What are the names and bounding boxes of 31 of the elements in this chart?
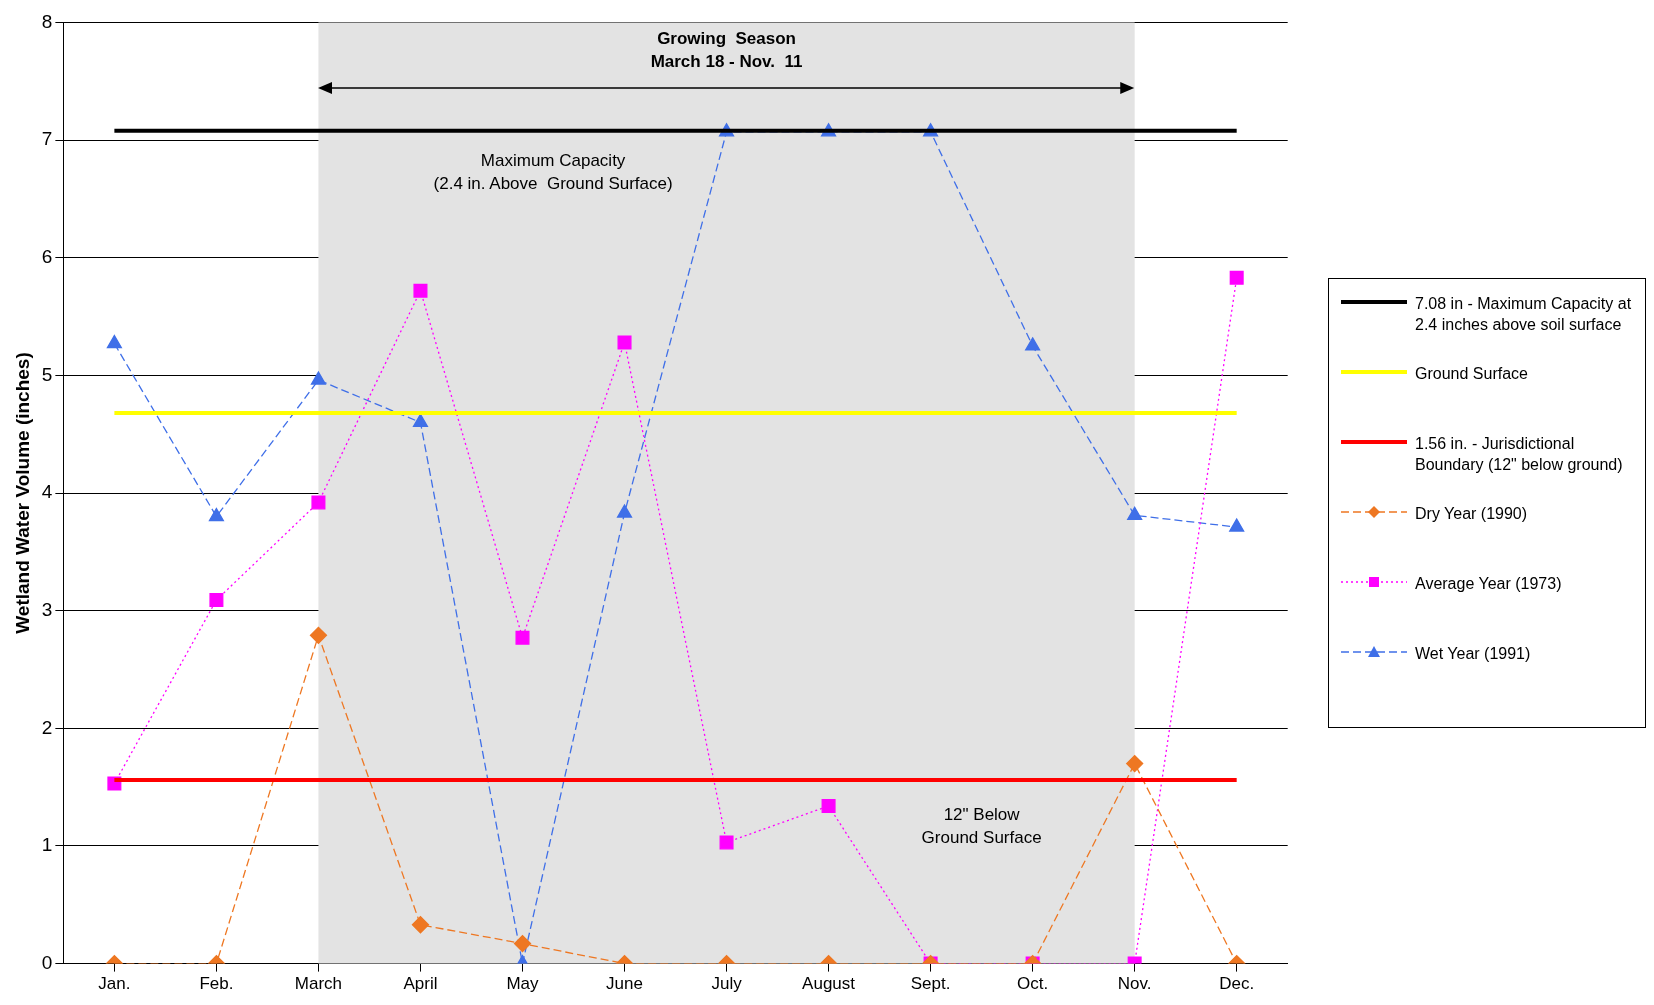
y-tick-label: 3	[41, 598, 53, 620]
y-tick-label: 0	[41, 951, 53, 973]
y-tick-label: 5	[41, 363, 53, 385]
legend-label: 7.08 in - Maximum Capacity at 2.4 inches above soil surface	[1415, 294, 1633, 335]
x-tick-label: Dec.	[1219, 974, 1255, 994]
x-tick-label: May	[506, 974, 540, 994]
y-tick-label: 2	[41, 716, 53, 738]
y-tick-label: 7	[41, 128, 53, 150]
legend-label: 1.56 in. - Jurisdictional Boundary (12" below ground)	[1415, 434, 1624, 475]
y-tick-label: 8	[41, 10, 53, 32]
x-tick-label: Nov.	[1117, 974, 1152, 994]
x-tick-label: July	[711, 974, 743, 994]
legend-label: Wet Year (1991)	[1415, 644, 1531, 664]
x-tick-label: March	[294, 974, 343, 994]
legend-label: Ground Surface	[1415, 364, 1528, 384]
band-label: Growing Season March 18 - Nov. 11	[650, 28, 803, 71]
legend-label: Average Year (1973)	[1415, 574, 1562, 594]
y-axis-title: Wetland Water Volume (inches)	[11, 352, 33, 634]
annotation: Maximum Capacity (2.4 in. Above Ground Surface)	[433, 151, 673, 194]
annotation: 12" Below Ground Surface	[921, 805, 1042, 848]
x-tick-label: Feb.	[199, 974, 234, 994]
y-tick-label: 6	[41, 245, 53, 267]
x-tick-label: Sept.	[910, 974, 951, 994]
legend-label: Dry Year (1990)	[1415, 504, 1528, 524]
x-tick-label: August	[802, 974, 856, 994]
y-tick-label: 1	[41, 834, 53, 856]
x-tick-label: Oct.	[1017, 974, 1049, 994]
y-tick-label: 4	[41, 481, 53, 503]
x-tick-label: April	[403, 974, 438, 994]
x-tick-label: June	[606, 974, 643, 994]
x-tick-label: Jan.	[98, 974, 131, 994]
